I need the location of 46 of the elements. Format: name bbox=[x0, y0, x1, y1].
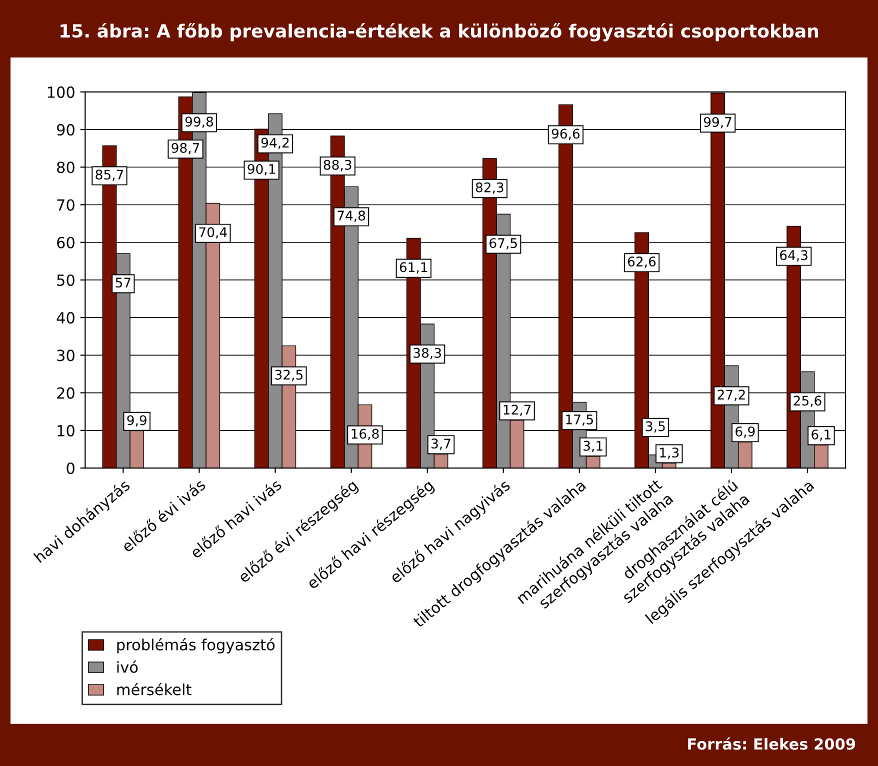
data-label: 99,7 bbox=[704, 116, 732, 128]
chart-title: 15. ábra: A főbb prevalencia-értékek a különböző fogyasztói csoportokban bbox=[60, 23, 818, 42]
data-label: 1,3 bbox=[660, 448, 679, 459]
data-label: 88,3 bbox=[324, 160, 352, 172]
data-label: 82,3 bbox=[476, 182, 504, 194]
data-label: 32,5 bbox=[275, 370, 302, 382]
y-tick-label: 50 bbox=[57, 274, 74, 286]
y-tick-label: 30 bbox=[57, 350, 74, 362]
data-label: 16,8 bbox=[352, 428, 379, 440]
data-label: 6,1 bbox=[812, 430, 830, 441]
data-label: 27,2 bbox=[718, 390, 745, 401]
y-tick-label: 70 bbox=[57, 199, 74, 211]
y-tick-label: 20 bbox=[57, 387, 74, 399]
data-label: 61,1 bbox=[400, 262, 428, 274]
y-tick-label: 10 bbox=[58, 424, 74, 436]
data-label: 67,5 bbox=[490, 238, 517, 250]
data-label: 38,3 bbox=[414, 348, 441, 360]
data-label: 96,6 bbox=[552, 128, 580, 140]
legend-label: problémás fogyasztó bbox=[117, 638, 275, 654]
data-label: 6,9 bbox=[736, 426, 755, 438]
data-label: 94,2 bbox=[261, 138, 289, 149]
data-label: 17,5 bbox=[566, 414, 593, 426]
data-label: 12,7 bbox=[504, 404, 531, 416]
legend-label: mérsékelt bbox=[117, 682, 192, 696]
data-label: 70,4 bbox=[199, 227, 227, 239]
data-label: 3,5 bbox=[646, 421, 665, 433]
legend-label: ivó bbox=[117, 660, 138, 673]
data-label: 25,6 bbox=[794, 396, 822, 408]
data-label: 64,3 bbox=[780, 250, 808, 262]
data-label: 62,6 bbox=[628, 256, 656, 268]
data-label: 57 bbox=[116, 278, 130, 288]
y-tick-label: 90 bbox=[56, 124, 74, 136]
data-label: 85,7 bbox=[96, 170, 124, 181]
text: Forrás: Elekes 2009 bbox=[688, 737, 856, 750]
data-label: 74,8 bbox=[338, 210, 366, 222]
data-label: 99,8 bbox=[185, 116, 214, 128]
y-tick-label: 100 bbox=[48, 86, 74, 98]
data-label: 98,7 bbox=[172, 142, 200, 154]
y-tick-label: 80 bbox=[57, 162, 74, 174]
y-tick-label: 0 bbox=[66, 462, 74, 474]
data-label: 3,1 bbox=[584, 440, 602, 452]
data-label: 90,1 bbox=[248, 164, 276, 176]
data-label: 9,9 bbox=[127, 415, 146, 427]
data-label: 3,7 bbox=[432, 438, 450, 450]
y-tick-label: 40 bbox=[56, 312, 74, 324]
y-tick-label: 60 bbox=[57, 236, 74, 248]
